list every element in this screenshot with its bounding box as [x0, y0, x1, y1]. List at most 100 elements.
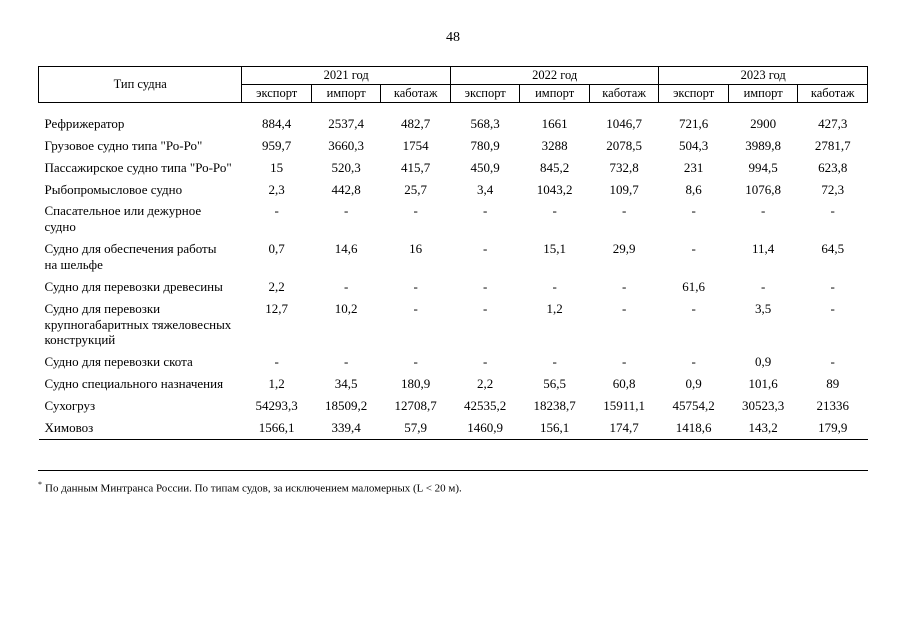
vessel-type-cell: Судно для перевозки древесины: [44, 278, 223, 294]
value-cell: 1,2: [546, 300, 563, 316]
vessel-type-cell: Сухогруз: [44, 398, 96, 414]
value-cell: -: [274, 203, 279, 219]
value-cell: 231: [683, 159, 704, 175]
value-cell: 1076,8: [745, 181, 781, 197]
year-header-2022: 2022 год: [449, 66, 660, 85]
vessel-type-cell: Судно специального назначения: [44, 376, 224, 392]
value-cell: -: [830, 354, 835, 370]
value-cell: 1661: [541, 116, 568, 131]
table-body: Рефрижератор 884,4 2537,4 482,7 568,3 1661 104…: [39, 103, 868, 440]
value-cell: -: [482, 354, 488, 370]
value-cell: -: [552, 354, 557, 370]
value-cell: 415,7: [401, 159, 431, 175]
table-row: Пассажирское судно типа "Ро-Ро" 15 520,3 41…: [39, 157, 868, 179]
value-cell: 339,4: [331, 419, 361, 435]
value-cell: 2,3: [268, 181, 285, 197]
value-cell: 57,9: [404, 419, 428, 435]
value-cell: -: [830, 278, 835, 294]
table-row: Сухогруз 54293,3 18509,2 12708,7 42535,2 1823…: [39, 395, 868, 417]
table-header: Тип судна 2021 год 2022 год 2023 год экс…: [37, 66, 868, 103]
value-cell: 25,7: [404, 181, 428, 197]
subheader-import-2023: импорт: [727, 84, 799, 103]
value-cell: -: [552, 278, 557, 294]
table-row: Судно для обеспечения работы на шельфе 0,…: [39, 238, 868, 276]
value-cell: 623,8: [818, 159, 848, 175]
vessel-type-cell: Пассажирское судно типа "Ро-Ро": [44, 159, 232, 175]
vessel-statistics-table: Тип судна 2021 год 2022 год 2023 год экс…: [37, 66, 868, 440]
value-cell: 721,6: [679, 116, 709, 131]
value-cell: 732,8: [609, 159, 639, 175]
value-cell: 450,9: [470, 159, 500, 175]
value-cell: 3660,3: [328, 137, 365, 153]
table-row: Судно для перевозки скота - - - - - - - 0,9 -: [39, 351, 868, 373]
value-cell: 994,5: [748, 159, 778, 175]
value-cell: 1754: [402, 137, 429, 153]
value-cell: 64,5: [821, 241, 845, 257]
value-cell: 1,2: [268, 376, 285, 392]
value-cell: -: [482, 203, 488, 219]
subheader-import-2021: импорт: [310, 84, 382, 103]
value-cell: 1046,7: [606, 116, 643, 131]
value-cell: 15: [270, 159, 284, 175]
value-cell: 34,5: [334, 376, 358, 392]
value-cell: -: [413, 354, 418, 370]
footnote-marker: *: [38, 479, 42, 489]
value-cell: 61,6: [682, 278, 706, 294]
value-cell: 101,6: [748, 376, 778, 392]
table-row: Грузовое судно типа "Ро-Ро" 959,7 3660,3 17…: [39, 135, 868, 157]
subheader-export-2022: экспорт: [449, 84, 521, 103]
vessel-type-cell: Грузовое судно типа "Ро-Ро": [44, 137, 203, 153]
value-cell: 29,9: [612, 241, 636, 257]
value-cell: -: [830, 203, 835, 219]
value-cell: -: [274, 354, 279, 370]
subheader-cabotage-2021: каботаж: [380, 84, 451, 103]
value-cell: 0,7: [268, 241, 285, 257]
subheader-export-2023: экспорт: [658, 84, 729, 103]
value-cell: 0,9: [685, 376, 702, 392]
value-cell: 18238,7: [533, 398, 576, 414]
table-row: Рефрижератор 884,4 2537,4 482,7 568,3 1661 104…: [39, 103, 868, 135]
value-cell: -: [621, 203, 627, 219]
value-cell: -: [760, 278, 766, 294]
value-cell: 156,1: [540, 419, 570, 435]
vessel-type-cell: Спасательное или дежурное судно: [44, 203, 202, 235]
value-cell: 45754,2: [672, 398, 715, 414]
value-cell: -: [691, 241, 696, 257]
year-header-2023: 2023 год: [658, 66, 868, 85]
vessel-type-cell: Рефрижератор: [44, 116, 125, 131]
value-cell: -: [343, 354, 349, 370]
value-cell: 2900: [750, 116, 777, 131]
value-cell: 3,4: [477, 181, 494, 197]
table-row: Спасательное или дежурное судно - - - - - - - - -: [39, 200, 868, 238]
subheader-import-2022: импорт: [519, 84, 590, 103]
value-cell: -: [621, 278, 627, 294]
value-cell: 2,2: [268, 278, 285, 294]
table-row: Судно специального назначения 1,2 34,5 180,…: [39, 373, 868, 395]
value-cell: 568,3: [470, 116, 500, 131]
value-cell: 89: [826, 376, 840, 392]
value-cell: 42535,2: [464, 398, 507, 414]
value-cell: -: [691, 300, 696, 316]
value-cell: 8,6: [685, 181, 702, 197]
value-cell: 3989,8: [745, 137, 781, 153]
value-cell: 884,4: [262, 116, 292, 131]
value-cell: 1566,1: [258, 419, 295, 435]
vessel-type-cell: Рыбопромысловое судно: [44, 181, 183, 197]
footnote-text: По данным Минтранса России. По типам суд…: [45, 482, 462, 495]
value-cell: 21336: [816, 398, 849, 414]
subheader-cabotage-2023: каботаж: [797, 84, 868, 103]
value-cell: -: [413, 278, 418, 294]
value-cell: 11,4: [751, 241, 775, 257]
year-header-row: Тип судна 2021 год 2022 год 2023 год: [37, 66, 868, 103]
value-cell: 3,5: [755, 300, 772, 316]
subheader-row: экспорт импорт каботаж экспорт импорт ка…: [39, 84, 868, 103]
value-cell: 179,9: [818, 419, 848, 435]
vessel-type-cell: Судно для перевозки скота: [44, 354, 193, 370]
value-cell: 72,3: [821, 181, 845, 197]
value-cell: 442,8: [331, 181, 361, 197]
year-header-2021: 2021 год: [241, 66, 451, 85]
value-cell: -: [482, 278, 488, 294]
subheader-cabotage-2022: каботаж: [588, 84, 660, 103]
value-cell: 12,7: [265, 300, 289, 316]
value-cell: 504,3: [679, 137, 709, 153]
